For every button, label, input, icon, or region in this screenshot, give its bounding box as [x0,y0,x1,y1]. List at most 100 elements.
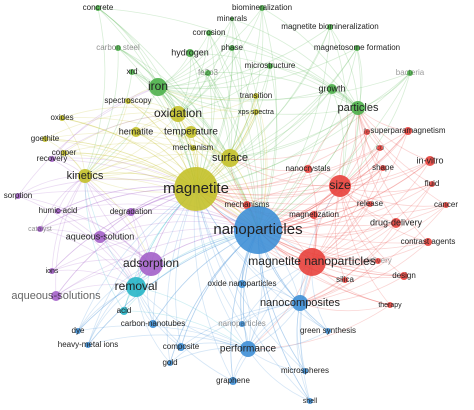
edge [229,7,264,159]
edge [84,175,125,312]
node [206,30,212,36]
edge [229,157,341,187]
edge [177,47,233,115]
edge [157,18,233,88]
edge [195,7,263,190]
edge [339,47,361,187]
node-label: hematite [119,126,154,136]
node [42,136,48,142]
node-label: performance [220,344,277,355]
edge [311,183,433,263]
node [327,24,333,30]
node [298,248,326,276]
edge [157,26,331,88]
node-label: iron [148,79,168,93]
node [253,109,259,115]
edge [77,188,197,332]
node [94,231,106,243]
node-label: shape [372,163,394,172]
node [302,368,308,374]
node-label: ions [46,268,59,275]
edge [97,7,179,115]
edge [97,7,159,88]
edge [195,188,405,277]
node [61,150,67,156]
edge [84,113,179,177]
edge [257,72,411,231]
node-label: contrast agents [401,237,456,246]
edge [195,188,391,306]
node-label: goethite [31,134,60,143]
edge [311,147,381,263]
edge [84,175,152,265]
node-label: fluid [425,179,440,188]
node [127,208,135,216]
node-label: phase [221,43,243,52]
edge [329,26,359,109]
node [186,49,194,57]
edge [97,7,259,231]
edge [195,160,431,196]
edge [357,107,431,162]
edge [357,107,447,206]
node-label: composite [163,342,200,351]
edge [17,190,259,231]
edge [229,88,333,159]
node [253,93,259,99]
edge [51,158,152,265]
node [49,268,55,274]
edge [231,47,359,109]
edge [207,72,231,159]
node-label: minerals [217,14,247,23]
edge [247,304,391,350]
node [125,98,131,104]
node-label: drug-delivery [370,217,423,227]
node [126,277,146,297]
node [259,5,265,11]
node [78,169,92,183]
node [185,126,197,138]
node [304,165,312,173]
edge [84,71,133,177]
node-label: recovery [37,154,68,163]
node [391,218,401,228]
edge [177,18,233,115]
edge [157,72,411,100]
edge [195,183,433,205]
edge [195,188,329,332]
node-label: microstructure [245,61,296,70]
edge [135,286,234,382]
edge [44,112,179,140]
edge [257,47,358,231]
edge [87,229,259,346]
node-label: gold [162,358,177,367]
node [190,145,196,151]
node [380,165,386,171]
node-label: microspheres [281,366,329,375]
node [167,360,173,366]
node-label: acid [117,306,132,315]
edge [229,18,242,159]
edge [152,323,249,350]
node [149,320,157,328]
node [429,181,435,187]
edge [329,26,348,187]
node [49,156,55,162]
edge [177,95,257,115]
node-label: magnetosome formation [314,43,400,52]
edge [87,229,259,346]
edge [261,7,359,109]
node [407,70,413,76]
edge [257,26,331,231]
node-label: size [329,178,351,192]
edge [61,117,259,231]
node [149,78,167,96]
node-label: temperature [164,127,218,138]
node [404,127,412,135]
node-label: removal [115,279,158,293]
edge [84,7,106,177]
node-label: fe2o3 [198,68,219,77]
edge [123,310,249,350]
edge [299,275,405,304]
edge [247,348,311,402]
